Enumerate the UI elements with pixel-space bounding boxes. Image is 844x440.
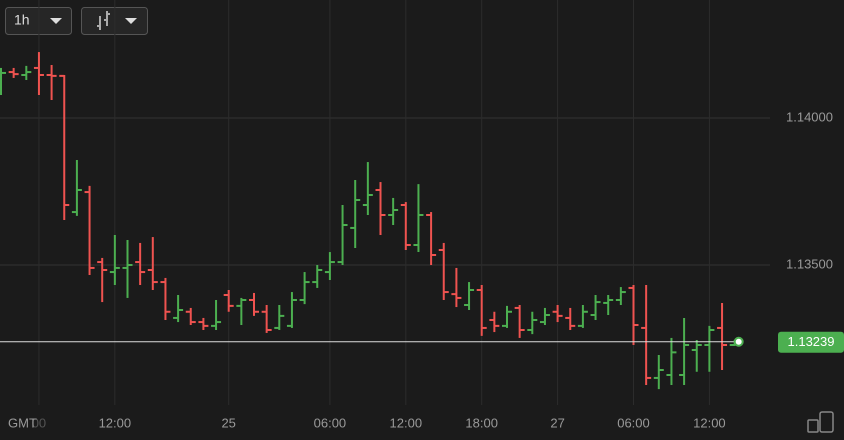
ohlc-bar	[704, 325, 715, 372]
interval-label: 1h	[14, 12, 30, 28]
ohlc-bar	[324, 252, 335, 280]
x-tick-label: 27	[550, 415, 564, 430]
ohlc-bar	[274, 305, 285, 330]
ohlc-bar	[717, 302, 728, 370]
ohlc-bar	[71, 160, 82, 216]
caret	[125, 18, 137, 24]
ohlc-bar	[400, 202, 411, 250]
ohlc-bar	[185, 307, 196, 325]
plot: 1.13500 1.14000 00 12:00 25 06:00 12:00 18:00 27…	[0, 0, 844, 430]
ohlc-bar	[160, 277, 171, 320]
x-tick-label: 12:00	[390, 415, 423, 430]
x-tick-label: 06:00	[617, 415, 650, 430]
ohlc-bar	[679, 317, 690, 385]
ohlc-bar	[388, 197, 399, 225]
ohlc-bar	[135, 242, 146, 285]
ohlc-bar	[539, 307, 550, 325]
ohlc-bar	[147, 237, 158, 290]
ohlc-bar	[59, 74, 70, 220]
ohlc-bar	[590, 295, 601, 320]
x-tick-label: 25	[221, 415, 235, 430]
ohlc-bar	[375, 182, 386, 235]
ohlc-bar	[211, 300, 222, 330]
x-tick-label: 00	[32, 415, 46, 430]
ohlc-bar	[249, 292, 259, 316]
ohlc-bar	[223, 290, 234, 312]
ohlc-bar	[603, 295, 614, 315]
ohlc-bar	[122, 240, 133, 298]
ohlc-bar	[0, 67, 6, 95]
ohlc-bar	[312, 265, 323, 288]
ohlc-bar	[615, 287, 626, 305]
ohlc-bar	[489, 311, 500, 333]
ohlc-bar	[514, 305, 525, 338]
ohlc-bar	[109, 235, 120, 285]
ohlc-bar	[464, 282, 475, 310]
ohlc-bar	[261, 305, 272, 333]
x-tick-label: 18:00	[465, 415, 498, 430]
price-label: 1.13239	[788, 334, 835, 349]
y-tick-label: 1.14000	[786, 109, 833, 124]
price-badge	[778, 331, 844, 353]
ohlc-bar	[46, 65, 57, 100]
ohlc-bar	[84, 185, 95, 275]
bar-icon	[97, 11, 110, 30]
ohlc-bar	[21, 65, 32, 80]
ohlc-bar	[236, 297, 247, 325]
toolbar: 1h	[5, 7, 148, 35]
ohlc-bar	[299, 272, 310, 305]
ohlc-bar	[198, 317, 209, 330]
ohlc-bar	[666, 337, 677, 385]
x-tick-label: 12:00	[693, 415, 726, 430]
y-tick-label: 1.13500	[786, 256, 833, 271]
device-icon	[807, 411, 834, 433]
ohlc-bar	[552, 305, 563, 323]
ohlc-bar	[438, 242, 449, 300]
ohlc-bar	[527, 311, 538, 335]
ohlc-bar	[337, 205, 348, 265]
timezone-label: GMT	[8, 415, 37, 430]
ohlc-bar	[426, 212, 437, 265]
x-tick-label: 12:00	[99, 415, 132, 430]
ohlc-bar	[691, 340, 702, 372]
ohlc-bar	[350, 180, 361, 248]
ohlc-bar	[8, 67, 19, 78]
ohlc-bar	[173, 295, 184, 323]
ohlc-bar	[502, 305, 512, 328]
ohlc-bar	[413, 184, 424, 253]
ohlc-bar	[362, 162, 373, 215]
ohlc-bar	[286, 292, 297, 328]
ohlc-bar	[628, 285, 639, 345]
price-dot	[733, 336, 744, 347]
caret	[50, 18, 62, 24]
ohlc-bar	[97, 257, 108, 303]
ohlc-bar	[33, 52, 44, 95]
ohlc-bar	[641, 285, 652, 385]
x-tick-label: 06:00	[314, 415, 347, 430]
ohlc-bar	[653, 355, 664, 390]
ohlc-bar	[476, 285, 487, 336]
ohlc-bar	[577, 305, 588, 328]
ohlc-bar	[565, 307, 576, 330]
ohlc-bar	[451, 267, 462, 308]
